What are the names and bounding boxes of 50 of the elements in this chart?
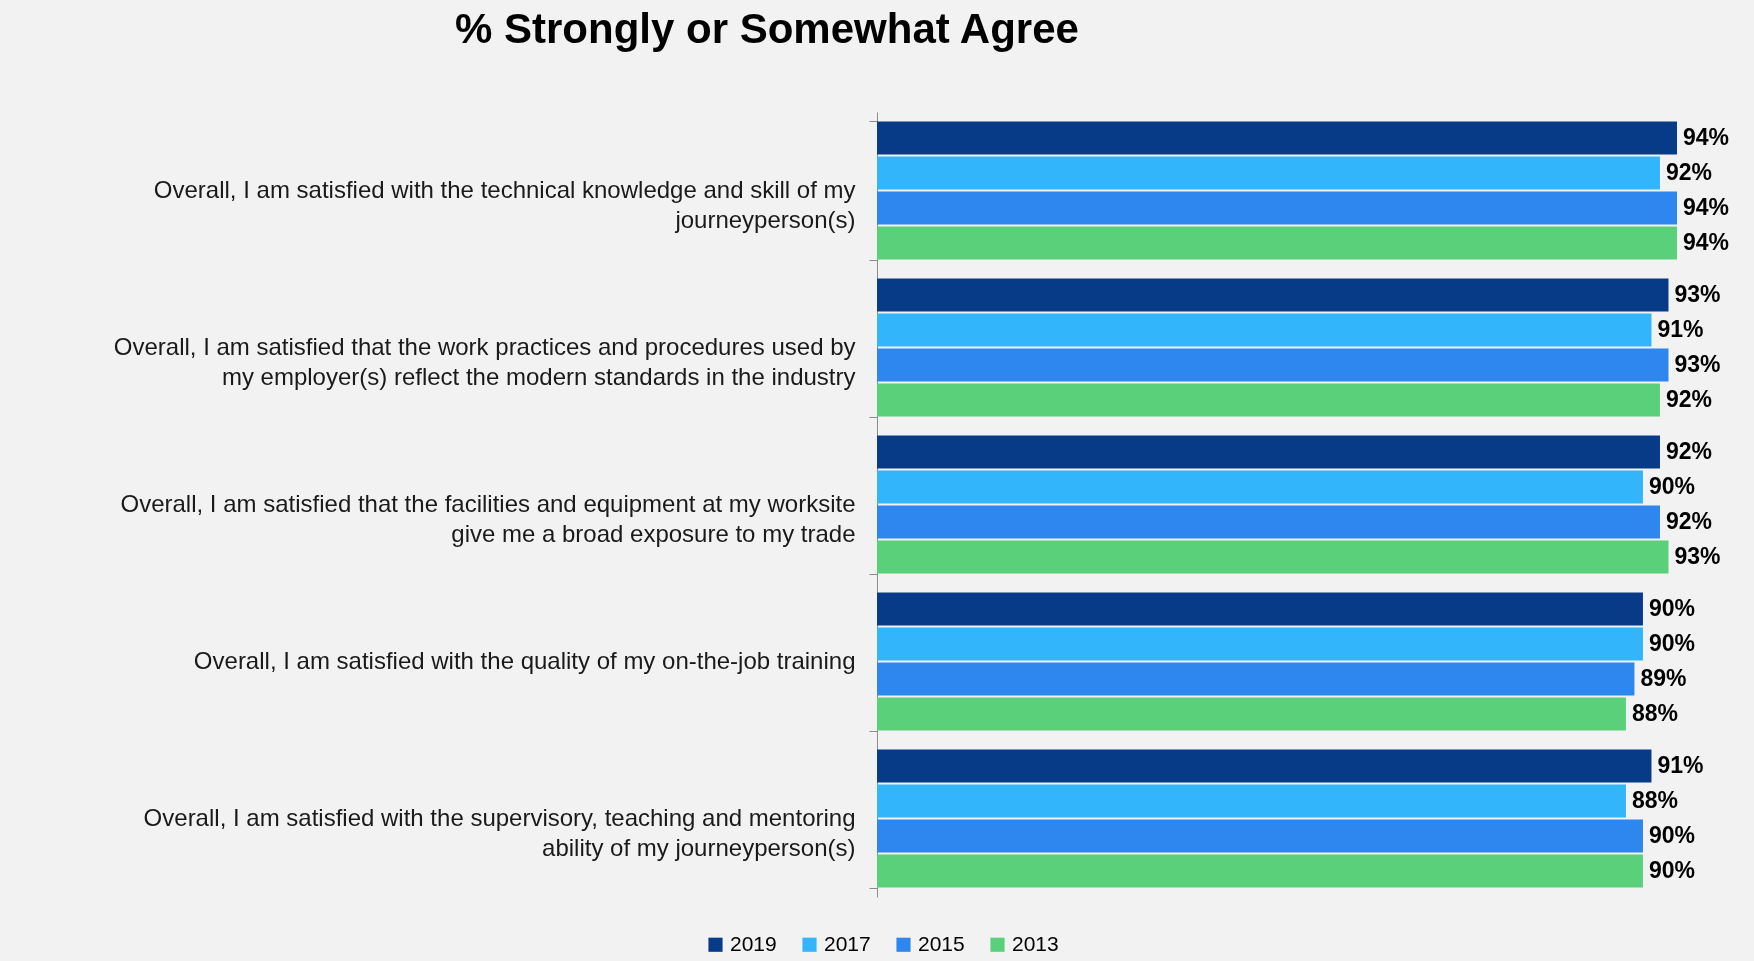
data-label: 91% <box>1657 751 1704 778</box>
y-tick-label: Overall, I am satisfied that the facilities and equipment at my worksite give me a broad exposure to my trade <box>120 490 856 547</box>
data-label: 93% <box>1674 280 1721 307</box>
bar <box>877 749 1652 783</box>
data-label: 91% <box>1657 315 1704 342</box>
bar <box>877 121 1677 155</box>
bar <box>877 627 1643 661</box>
bar <box>877 784 1626 818</box>
bar <box>877 540 1669 574</box>
y-tick-label: Overall, I am satisfied that the work practices and procedures used by my employer(s) reflect the modern standards in the industry <box>113 333 856 390</box>
data-label: 88% <box>1631 786 1678 813</box>
data-label: 88% <box>1631 700 1678 727</box>
bar <box>877 191 1677 225</box>
data-label: 90% <box>1648 472 1695 499</box>
y-tick-label: Overall, I am satisfied with the quality of my on-the-job training <box>193 647 856 674</box>
legend-label: 2013 <box>1012 931 1059 955</box>
data-label: 93% <box>1674 351 1721 378</box>
legend-label: 2015 <box>918 931 965 955</box>
bar <box>877 592 1643 626</box>
bar <box>877 697 1626 731</box>
bar <box>877 348 1669 382</box>
bar <box>877 854 1643 888</box>
bar <box>877 156 1660 190</box>
bar <box>877 819 1643 853</box>
bar <box>877 435 1660 469</box>
chart-title: % Strongly or Somewhat Agree <box>455 5 1079 52</box>
data-label: 90% <box>1648 857 1695 884</box>
data-label: 94% <box>1683 194 1730 221</box>
data-label: 92% <box>1665 437 1713 464</box>
legend-label: 2017 <box>824 931 871 955</box>
legend-label: 2019 <box>730 931 777 955</box>
data-label: 94% <box>1683 229 1730 256</box>
y-tick-label: Overall, I am satisfied with the technical knowledge and skill of my journeyperson(s) <box>153 176 856 233</box>
bar <box>877 313 1652 347</box>
data-label: 94% <box>1683 123 1730 150</box>
bar <box>877 662 1635 696</box>
data-label: 92% <box>1665 386 1713 413</box>
data-label: 89% <box>1640 665 1687 692</box>
data-label: 92% <box>1665 508 1713 535</box>
data-label: 93% <box>1674 543 1721 570</box>
data-label: 92% <box>1665 158 1713 185</box>
bar <box>877 470 1643 504</box>
bar <box>877 278 1669 312</box>
data-label: 90% <box>1648 629 1695 656</box>
bar <box>877 383 1660 417</box>
data-label: 90% <box>1648 594 1695 621</box>
y-tick-label: Overall, I am satisfied with the supervisory, teaching and mentoring ability of my journeyperson(s) <box>143 804 856 861</box>
data-label: 90% <box>1648 822 1695 849</box>
bar <box>877 226 1677 260</box>
bar <box>877 505 1660 539</box>
